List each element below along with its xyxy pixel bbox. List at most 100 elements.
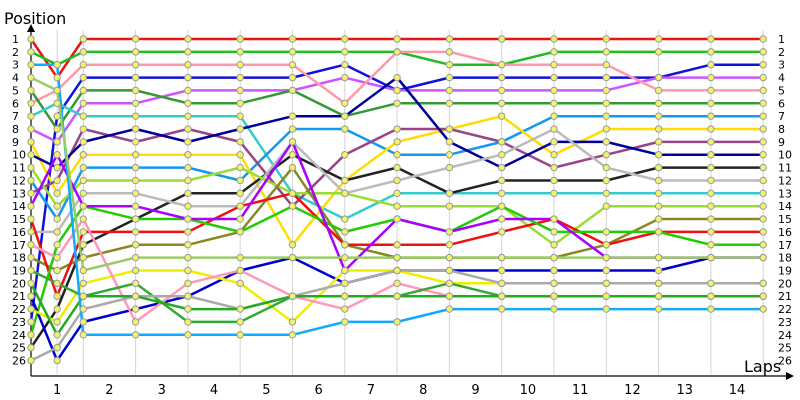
- series-10-point: [236, 138, 244, 146]
- series-24-point: [341, 292, 349, 300]
- y-tick-label-left: 13: [12, 187, 26, 200]
- series-13-point: [445, 163, 454, 172]
- series-26-point: [759, 253, 767, 262]
- y-tick-label-left: 2: [12, 46, 19, 59]
- y-tick-label-right: 6: [778, 97, 785, 110]
- series-16-point: [759, 228, 767, 236]
- series-line-1: [29, 37, 764, 79]
- series-3-point: [498, 73, 506, 82]
- series-16-point: [288, 189, 297, 198]
- series-18-point: [79, 318, 88, 326]
- series-6-point: [393, 99, 401, 108]
- series-13-point: [550, 125, 558, 133]
- series-7-point: [79, 112, 88, 120]
- series-8-point: [236, 176, 244, 185]
- series-10-point: [341, 151, 349, 159]
- y-tick-label-left: 14: [12, 200, 26, 213]
- y-tick-label-right: 12: [778, 174, 792, 187]
- y-tick-label-right: 4: [778, 72, 785, 85]
- series-17-point: [341, 228, 349, 236]
- series-11-point: [393, 73, 401, 82]
- series-3-point: [550, 73, 558, 82]
- series-8-point: [550, 112, 558, 120]
- y-tick-label-right: 2: [778, 46, 785, 59]
- series-9-point: [602, 125, 610, 133]
- x-tick-label: 11: [572, 383, 589, 398]
- series-7-point: [707, 189, 715, 198]
- series-15-point: [184, 241, 192, 249]
- series-21-point: [53, 253, 61, 262]
- series-12-point: [498, 176, 506, 185]
- series-11-point: [288, 112, 297, 120]
- series-7-point: [131, 112, 140, 120]
- y-tick-label-right: 7: [778, 110, 785, 123]
- y-tick-label-right: 3: [778, 59, 785, 72]
- series-23-point: [707, 279, 715, 288]
- series-23-point: [27, 356, 35, 365]
- series-15-point: [27, 253, 35, 262]
- series-20-point: [53, 318, 61, 326]
- series-6-point: [445, 99, 454, 108]
- series-20-point: [288, 318, 297, 326]
- y-tick-label-right: 16: [778, 226, 792, 239]
- y-tick-label-left: 16: [12, 226, 26, 239]
- series-11-point: [184, 138, 192, 146]
- y-tick-label-left: 25: [12, 342, 26, 355]
- x-tick-label: 6: [315, 383, 323, 398]
- series-21-point: [27, 241, 35, 249]
- series-25-point: [53, 61, 61, 69]
- x-tick-label: 3: [158, 383, 166, 398]
- series-8-point: [759, 112, 767, 120]
- series-4-point: [759, 73, 767, 82]
- series-2-point: [236, 48, 244, 56]
- series-18-point: [27, 292, 35, 300]
- series-21-point: [79, 215, 88, 223]
- series-points: [27, 35, 767, 365]
- series-2-point: [27, 48, 35, 56]
- series-4-point: [654, 73, 663, 82]
- series-17-point: [236, 228, 244, 236]
- series-12-point: [236, 189, 244, 198]
- series-11-point: [654, 151, 663, 159]
- series-25-point: [602, 305, 610, 313]
- series-6-point: [79, 86, 88, 95]
- series-2-point: [445, 61, 454, 69]
- series-6-point: [602, 99, 610, 108]
- series-16-point: [184, 228, 192, 236]
- series-26-point: [393, 253, 401, 262]
- series-1-point: [341, 35, 349, 43]
- series-22-point: [27, 266, 35, 275]
- series-25-point: [131, 331, 140, 339]
- series-8-point: [53, 215, 61, 223]
- y-tick-label-left: 5: [12, 84, 19, 97]
- series-line-9: [29, 114, 764, 247]
- series-26-point: [236, 253, 244, 262]
- series-26-point: [131, 253, 140, 262]
- series-15-point: [759, 215, 767, 223]
- series-25-point: [707, 305, 715, 313]
- series-17-point: [288, 202, 297, 210]
- series-23-point: [341, 279, 349, 288]
- y-axis-title: Position: [4, 9, 66, 28]
- series-3-point: [53, 112, 61, 120]
- series-16-point: [27, 215, 35, 223]
- series-14-point: [602, 202, 610, 210]
- series-line-14: [29, 166, 764, 247]
- y-tick-label-left: 17: [12, 239, 26, 252]
- series-24-point: [79, 292, 88, 300]
- series-25-point: [27, 61, 35, 69]
- series-3-point: [27, 318, 35, 326]
- series-3-point: [236, 73, 244, 82]
- x-tick-label: 7: [367, 383, 375, 398]
- y-tick-label-left: 18: [12, 252, 26, 265]
- y-tick-label-left: 1: [12, 33, 19, 46]
- series-10-point: [602, 151, 610, 159]
- series-4-point: [550, 86, 558, 95]
- series-17-point: [707, 241, 715, 249]
- series-16-point: [236, 202, 244, 210]
- series-15-point: [288, 163, 297, 172]
- series-15-point: [79, 253, 88, 262]
- series-24-point: [654, 292, 663, 300]
- series-24-point: [445, 292, 454, 300]
- series-1-point: [53, 73, 61, 82]
